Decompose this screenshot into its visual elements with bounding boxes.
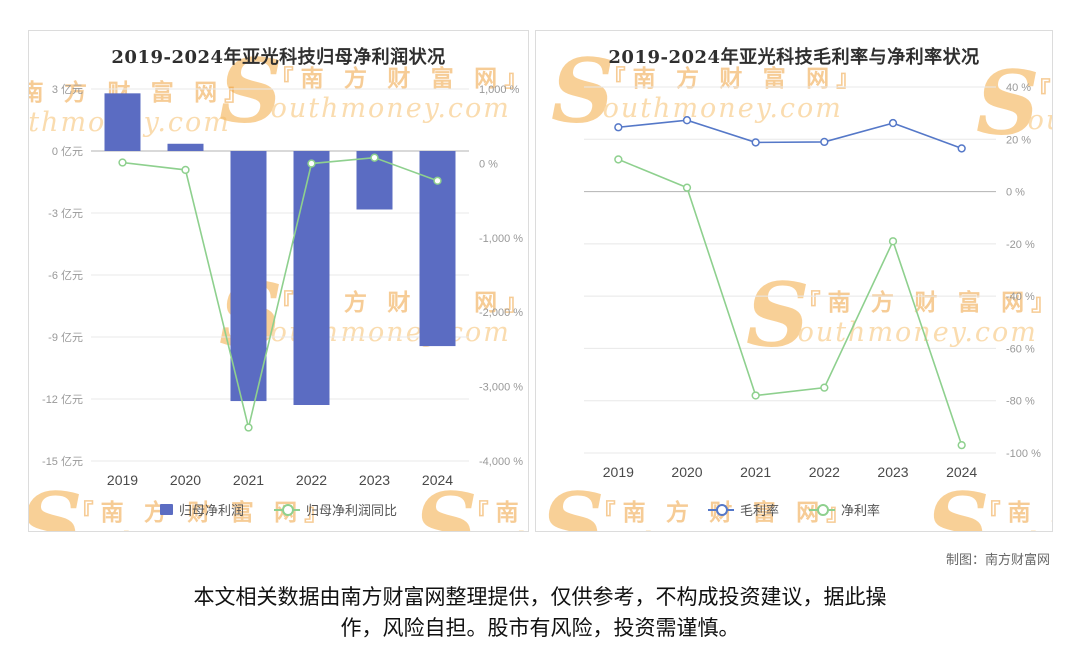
svg-text:2021: 2021 [233, 472, 264, 488]
svg-text:-12 亿元: -12 亿元 [42, 393, 83, 406]
svg-text:-1,000 %: -1,000 % [479, 233, 523, 245]
watermark-en-text: outhmoney.com [593, 527, 857, 531]
net-profit-chart-title: 2019-2024年亚光科技归母净利润状况 [111, 47, 446, 68]
line-swatch-icon [274, 503, 300, 516]
svg-text:3 亿元: 3 亿元 [52, 83, 83, 96]
legend-item-net-profit: 归母净利润 [159, 500, 244, 519]
watermark-en-text: outhmoney.com [71, 527, 335, 531]
svg-text:2019: 2019 [603, 464, 634, 480]
svg-text:-40 %: -40 % [1006, 291, 1035, 303]
legend-item-gross-margin: 毛利率 [707, 500, 779, 519]
svg-text:2022: 2022 [809, 464, 840, 480]
svg-text:-4,000 %: -4,000 % [479, 456, 523, 468]
svg-text:0 %: 0 % [479, 158, 498, 170]
svg-text:0 %: 0 % [1006, 187, 1025, 199]
svg-text:-3 亿元: -3 亿元 [48, 207, 83, 220]
svg-text:-20 %: -20 % [1006, 239, 1035, 251]
svg-text:2019: 2019 [107, 472, 138, 488]
svg-text:20 %: 20 % [1006, 134, 1031, 146]
line-swatch-icon [707, 503, 734, 516]
legend-item-yoy: 归母净利润同比 [274, 500, 397, 519]
svg-text:2023: 2023 [877, 464, 908, 480]
disclaimer-text: 本文相关数据由南方财富网整理提供，仅供参考，不构成投资建议，据此操 作，风险自担… [0, 582, 1080, 644]
svg-text:2021: 2021 [740, 464, 771, 480]
net-profit-bar-chart: 3 亿元 0 亿元 -3 亿元 -6 亿元 -9 亿元 -12 亿元 -15 亿元 1,000… [42, 83, 523, 488]
chart-credit: 制图：南方财富网 [945, 552, 1050, 567]
svg-text:40 %: 40 % [1006, 82, 1031, 94]
svg-text:2024: 2024 [946, 464, 977, 480]
margin-chart-title: 2019-2024年亚光科技毛利率与净利率状况 [608, 47, 980, 68]
legend-label-net-margin: 净利率 [841, 503, 881, 518]
disclaimer-line-2: 作，风险自担。股市有风险，投资需谨慎。 [340, 617, 740, 640]
svg-text:-60 %: -60 % [1006, 343, 1035, 355]
legend-label-yoy: 归母净利润同比 [306, 503, 398, 518]
line-swatch-icon [809, 503, 835, 516]
svg-text:2020: 2020 [170, 472, 201, 488]
bar-swatch-icon [159, 504, 173, 515]
watermark-en-text: outhmoney.com [466, 527, 528, 531]
disclaimer-line-1: 本文相关数据由南方财富网整理提供，仅供参考，不构成投资建议，据此操 [193, 586, 887, 609]
svg-text:-9 亿元: -9 亿元 [48, 331, 83, 344]
svg-text:2020: 2020 [671, 464, 702, 480]
watermark-en-text: outhmoney.com [978, 527, 1052, 531]
margin-legend: 毛利率 净利率 [536, 500, 1052, 519]
svg-text:-3,000 %: -3,000 % [479, 382, 523, 394]
svg-text:-6 亿元: -6 亿元 [48, 269, 83, 282]
svg-text:-15 亿元: -15 亿元 [42, 455, 83, 468]
net-profit-legend: 归母净利润 归母净利润同比 [29, 500, 528, 519]
margin-line-chart: 40 % 20 % 0 % -20 % -40 % -60 % -80 % -100 % 201… [584, 82, 1041, 480]
svg-text:-2,000 %: -2,000 % [479, 307, 523, 319]
legend-label-gross-margin: 毛利率 [739, 503, 779, 518]
legend-label-net-profit: 归母净利润 [178, 503, 244, 518]
svg-text:-100 %: -100 % [1006, 448, 1041, 460]
legend-item-net-margin: 净利率 [809, 500, 880, 519]
svg-text:-80 %: -80 % [1006, 396, 1035, 408]
svg-text:0 亿元: 0 亿元 [52, 145, 83, 158]
svg-text:2024: 2024 [422, 472, 453, 488]
svg-text:2022: 2022 [296, 472, 327, 488]
svg-text:2023: 2023 [359, 472, 390, 488]
svg-text:1,000 %: 1,000 % [479, 84, 520, 96]
